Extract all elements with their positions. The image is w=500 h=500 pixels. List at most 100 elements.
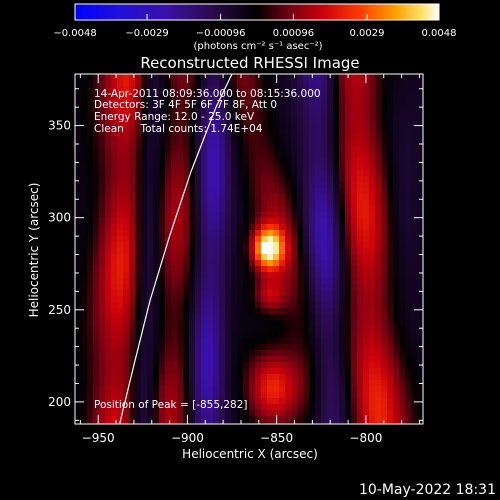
heatmap-cell bbox=[261, 242, 268, 249]
heatmap-cell bbox=[87, 284, 94, 291]
heatmap-cell bbox=[351, 266, 358, 273]
heatmap-cell bbox=[381, 272, 388, 279]
heatmap-cell bbox=[165, 74, 172, 81]
heatmap-cell bbox=[243, 404, 250, 411]
heatmap-cell bbox=[201, 374, 208, 381]
heatmap-cell bbox=[165, 338, 172, 345]
heatmap-cell bbox=[195, 416, 202, 423]
heatmap-cell bbox=[291, 212, 298, 219]
heatmap-cell bbox=[243, 362, 250, 369]
heatmap-cell bbox=[213, 248, 220, 255]
heatmap-cell bbox=[99, 266, 106, 273]
heatmap-cell bbox=[315, 80, 322, 87]
heatmap-cell bbox=[111, 296, 118, 303]
heatmap-cell bbox=[183, 392, 190, 399]
heatmap-cell bbox=[411, 158, 418, 165]
heatmap-cell bbox=[159, 404, 166, 411]
heatmap-cell bbox=[399, 110, 406, 117]
heatmap-cell bbox=[219, 80, 226, 87]
heatmap-cell bbox=[261, 326, 268, 333]
heatmap-cell bbox=[159, 248, 166, 255]
heatmap-cell bbox=[321, 404, 328, 411]
heatmap-cell bbox=[393, 344, 400, 351]
heatmap-cell bbox=[291, 254, 298, 261]
heatmap-cell bbox=[267, 236, 274, 243]
heatmap-cell bbox=[285, 386, 292, 393]
heatmap-cell bbox=[231, 398, 238, 405]
heatmap-cell bbox=[363, 158, 370, 165]
heatmap-cell bbox=[309, 338, 316, 345]
heatmap-cell bbox=[381, 248, 388, 255]
heatmap-cell bbox=[357, 308, 364, 315]
heatmap-cell bbox=[201, 236, 208, 243]
heatmap-cell bbox=[285, 110, 292, 117]
heatmap-cell bbox=[309, 104, 316, 111]
heatmap-cell bbox=[321, 362, 328, 369]
heatmap-cell bbox=[237, 80, 244, 87]
heatmap-cell bbox=[327, 332, 334, 339]
heatmap-cell bbox=[357, 398, 364, 405]
heatmap-cell bbox=[291, 224, 298, 231]
heatmap-cell bbox=[219, 116, 226, 123]
heatmap-cell bbox=[351, 314, 358, 321]
heatmap-cell bbox=[195, 314, 202, 321]
heatmap-cell bbox=[327, 122, 334, 129]
heatmap-cell bbox=[225, 194, 232, 201]
heatmap-cell bbox=[123, 284, 130, 291]
heatmap-cell bbox=[417, 128, 423, 135]
heatmap-cell bbox=[291, 404, 298, 411]
heatmap-cell bbox=[387, 104, 394, 111]
heatmap-cell bbox=[243, 368, 250, 375]
heatmap-cell bbox=[315, 218, 322, 225]
heatmap-cell bbox=[75, 302, 82, 309]
heatmap-cell bbox=[219, 128, 226, 135]
heatmap-cell bbox=[261, 386, 268, 393]
heatmap-cell bbox=[207, 134, 214, 141]
heatmap-cell bbox=[141, 350, 148, 357]
heatmap-cell bbox=[405, 224, 412, 231]
heatmap-cell bbox=[243, 416, 250, 423]
heatmap-cell bbox=[387, 122, 394, 129]
heatmap-cell bbox=[189, 338, 196, 345]
heatmap-cell bbox=[123, 278, 130, 285]
heatmap-cell bbox=[213, 224, 220, 231]
heatmap-cell bbox=[273, 206, 280, 213]
heatmap-cell bbox=[369, 290, 376, 297]
heatmap-cell bbox=[105, 122, 112, 129]
heatmap-cell bbox=[165, 146, 172, 153]
heatmap-cell bbox=[405, 260, 412, 267]
heatmap-cell bbox=[165, 248, 172, 255]
heatmap-cell bbox=[159, 320, 166, 327]
heatmap-cell bbox=[303, 272, 310, 279]
heatmap-cell bbox=[153, 392, 160, 399]
heatmap-cell bbox=[315, 146, 322, 153]
heatmap-cell bbox=[309, 200, 316, 207]
heatmap-cell bbox=[117, 320, 124, 327]
heatmap-cell bbox=[213, 98, 220, 105]
heatmap-cell bbox=[141, 326, 148, 333]
heatmap-cell bbox=[207, 278, 214, 285]
heatmap-cell bbox=[243, 320, 250, 327]
heatmap-cell bbox=[339, 380, 346, 387]
heatmap-cell bbox=[273, 194, 280, 201]
heatmap-cell bbox=[291, 314, 298, 321]
heatmap-cell bbox=[75, 140, 82, 147]
heatmap-cell bbox=[285, 272, 292, 279]
heatmap-cell bbox=[393, 128, 400, 135]
heatmap-cell bbox=[345, 356, 352, 363]
heatmap-cell bbox=[213, 266, 220, 273]
heatmap-cell bbox=[351, 80, 358, 87]
heatmap-cell bbox=[141, 158, 148, 165]
y-tick-label: 300 bbox=[48, 211, 71, 225]
heatmap-cell bbox=[399, 344, 406, 351]
heatmap-cell bbox=[363, 176, 370, 183]
heatmap-cell bbox=[363, 212, 370, 219]
heatmap-cell bbox=[207, 356, 214, 363]
heatmap-cell bbox=[87, 200, 94, 207]
heatmap-cell bbox=[399, 236, 406, 243]
heatmap-cell bbox=[243, 74, 250, 81]
heatmap-cell bbox=[411, 272, 418, 279]
heatmap-cell bbox=[387, 398, 394, 405]
heatmap-cell bbox=[261, 248, 268, 255]
